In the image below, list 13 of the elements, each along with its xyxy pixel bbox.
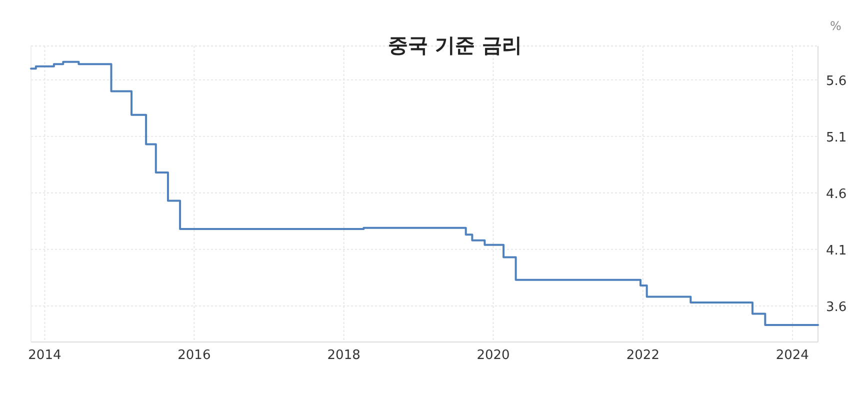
y-tick-label: 5.6 [826,74,847,89]
x-tick-label: 2022 [626,348,660,363]
x-tick-label: 2020 [476,348,510,363]
y-tick-label: 5.1 [826,130,847,146]
x-tick-label: 2024 [776,348,809,363]
y-axis-title: % [830,19,842,33]
x-tick-label: 2018 [327,348,360,363]
x-tick-label: 2014 [28,348,62,363]
chart-title: 중국 기준 금리 [388,33,522,57]
y-tick-label: 3.6 [826,300,847,315]
y-tick-label: 4.6 [826,186,847,202]
x-tick-label: 2016 [178,348,211,363]
y-tick-label: 4.1 [826,243,847,258]
